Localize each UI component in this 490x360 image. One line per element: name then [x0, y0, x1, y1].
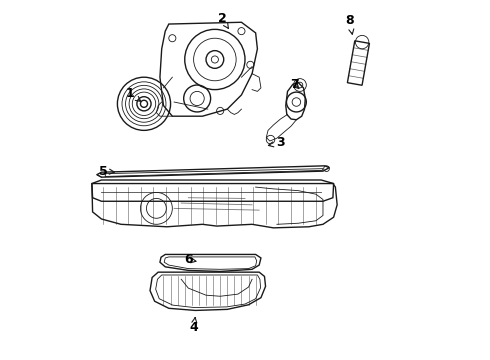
Text: 2: 2: [218, 12, 228, 28]
Circle shape: [211, 56, 219, 63]
Text: 4: 4: [189, 318, 198, 334]
Text: 1: 1: [125, 87, 141, 102]
Text: 8: 8: [345, 14, 354, 34]
Text: 7: 7: [290, 78, 299, 91]
Text: 6: 6: [184, 253, 196, 266]
Text: 3: 3: [269, 136, 285, 149]
Text: 5: 5: [99, 165, 114, 177]
Circle shape: [141, 100, 147, 107]
